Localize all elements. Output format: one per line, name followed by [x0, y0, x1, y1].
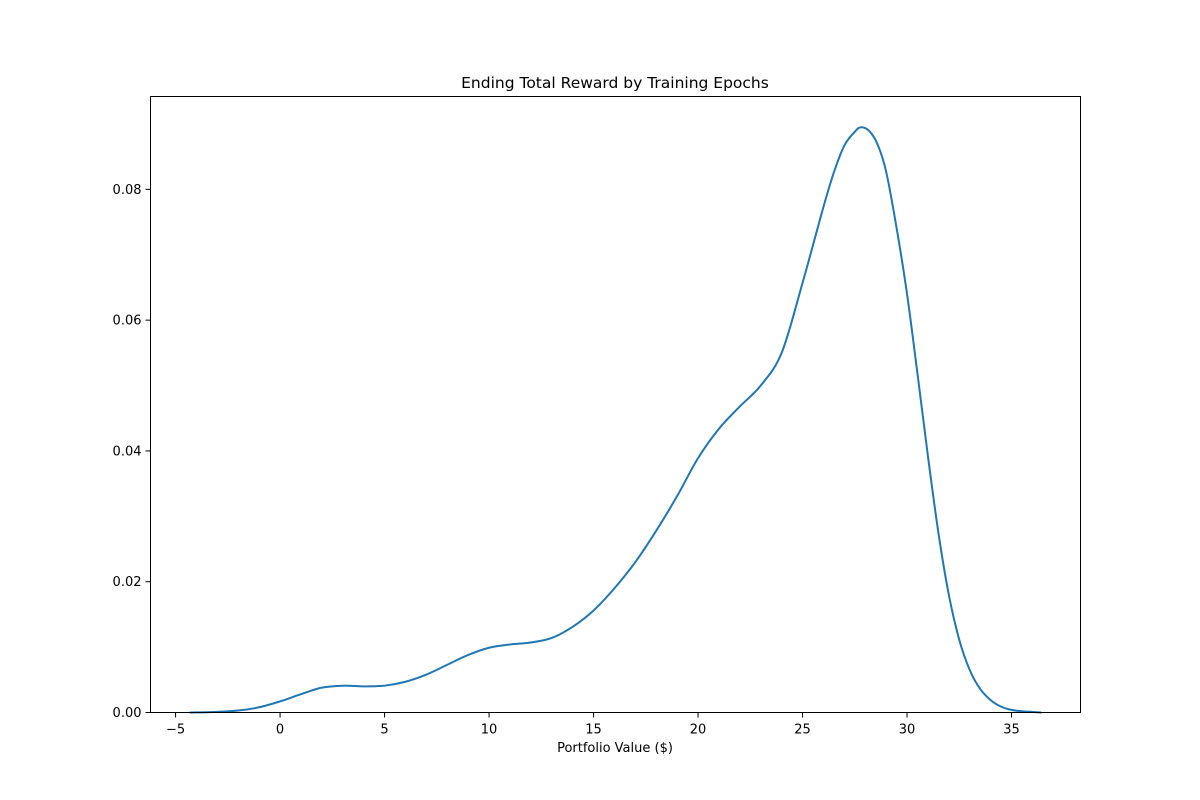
plot-frame [150, 96, 1081, 713]
y-axis-ticks: 0.00 0.02 0.04 0.06 0.08 [113, 183, 151, 721]
x-tick-label: 20 [690, 723, 707, 738]
y-tick-label: 0.00 [113, 706, 142, 721]
y-tick-label: 0.02 [113, 575, 142, 590]
chart-title: Ending Total Reward by Training Epochs [461, 74, 769, 92]
x-tick-label: 0 [276, 723, 284, 738]
x-tick-label: −5 [166, 723, 185, 738]
x-tick-label: 10 [481, 723, 498, 738]
x-tick-label: 15 [585, 723, 602, 738]
x-tick-label: 30 [899, 723, 916, 738]
x-tick-label: 5 [380, 723, 388, 738]
series-layer [189, 126, 1042, 714]
x-tick-label: 35 [1003, 723, 1020, 738]
x-axis-label: Portfolio Value ($) [557, 741, 673, 756]
y-tick-label: 0.04 [113, 444, 142, 459]
y-tick-label: 0.08 [113, 183, 142, 198]
density-line-series-0 [189, 126, 1042, 714]
x-tick-label: 25 [794, 723, 811, 738]
y-tick-label: 0.06 [113, 314, 142, 329]
x-axis-ticks: −5 0 5 10 15 20 25 30 35 [166, 712, 1020, 738]
